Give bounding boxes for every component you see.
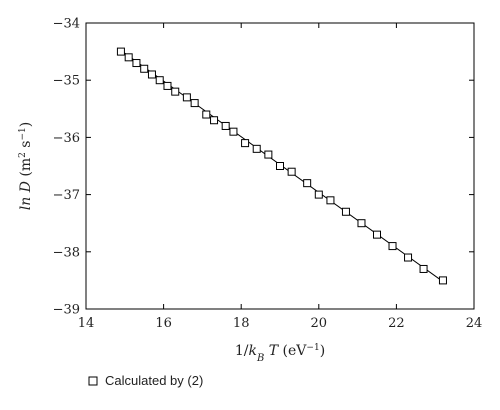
data-point [252,144,261,153]
x-tick-label: 14 [78,316,95,331]
y-tick-label: −37 [53,188,80,203]
data-point [287,167,296,176]
data-point [373,230,381,239]
data-point [419,264,428,273]
data-point [124,53,133,62]
data-point [357,219,366,228]
y-tick-label: −35 [53,74,80,89]
data-point [229,127,238,136]
data-point [116,47,125,56]
data-point [276,162,284,170]
data-point [438,276,447,285]
x-tick-label: 18 [233,316,250,331]
data-point [303,179,312,188]
data-point [155,76,164,85]
data-point [190,99,199,108]
x-tick-label: 16 [155,316,172,331]
y-tick-label: −39 [53,303,80,318]
data-point [314,190,323,199]
data-point [147,70,156,79]
data-point [326,196,335,205]
y-tick-label: −34 [53,17,80,32]
data-point [341,207,350,216]
data-point [210,116,219,125]
x-axis-title: 1/kB T (eV−1) [235,343,325,364]
data-point [140,64,149,73]
legend: Calculated by (2) [88,373,203,388]
data-point [202,110,211,119]
data-point [404,253,413,262]
y-tick-label: −36 [53,131,80,146]
y-tick-label: −38 [53,245,80,260]
plot-area [85,22,475,310]
data-point [163,81,172,90]
legend-marker-icon [88,376,98,386]
legend-label: Calculated by (2) [105,373,203,388]
data-point [264,150,273,159]
plot-frame [85,22,475,310]
data-point [221,121,230,130]
x-tick-label: 22 [388,316,405,331]
data-point [182,93,191,102]
y-axis-title: ln D (m2 s−1) [18,122,34,210]
x-tick-label: 20 [311,316,328,331]
data-point [241,139,250,148]
data-point [132,59,141,68]
y-axis: −34 −35 −36 −37 −38 −39 [53,17,474,318]
data-points [116,47,447,285]
data-point [388,242,397,251]
x-axis: 14 16 18 20 22 24 [78,23,483,331]
x-tick-label: 24 [466,316,483,331]
data-point [171,87,180,96]
